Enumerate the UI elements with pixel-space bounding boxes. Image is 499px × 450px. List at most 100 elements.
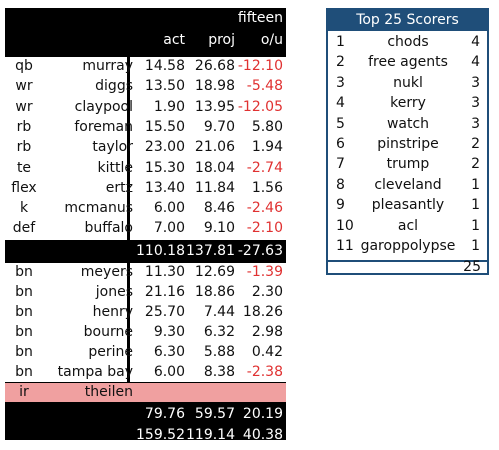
player-row: rb taylor 23.00 21.06 1.94 [5,137,286,158]
player-ou: -1.39 [246,264,283,280]
player-name: ertz [105,179,133,196]
player-act: 13.40 [144,179,185,196]
top-scorers-title: Top 25 Scorers [328,10,487,31]
player-act: 11.30 [144,264,185,280]
player-name: tampa bay [57,364,133,380]
player-row: bn tampa bay 6.00 8.38 -2.38 [5,362,286,383]
scorer-rank: 2 [336,54,345,71]
scorer-rank: 7 [336,156,345,173]
scorer-count: 2 [471,136,480,152]
player-ou: -12.05 [237,98,283,115]
player-pos: bn [15,304,33,320]
team-name-label: fifteen [237,10,283,26]
scorer-rank: 5 [336,115,345,132]
player-act: 15.50 [144,118,185,135]
player-row: flex ertz 13.40 11.84 1.56 [5,178,286,199]
player-ou: 2.98 [251,324,283,340]
player-name: mcmanus [64,200,133,217]
grand-total-ou: 40.38 [242,427,283,443]
scorer-row: 3 nukl 3 [328,73,487,94]
player-proj: 11.84 [194,179,235,196]
player-pos: bn [15,364,33,380]
scorer-rank: 4 [336,95,345,112]
player-pos: bn [15,324,33,340]
player-proj: 9.70 [203,118,235,135]
scorer-name: pleasantly [371,197,445,214]
scorer-count: 3 [471,95,480,112]
player-pos: bn [15,284,33,300]
player-row: bn henry 25.70 7.44 18.26 [5,302,286,323]
player-proj: 8.38 [203,364,235,380]
scorer-row: 6 pinstripe 2 [328,134,487,155]
player-act: 13.50 [144,78,185,95]
player-row: qb murray 14.58 26.68 -12.10 [5,56,286,77]
player-ou: 0.42 [251,344,283,360]
scorer-rank: 8 [336,176,345,193]
player-proj: 26.68 [194,58,235,74]
player-ou: -5.48 [246,78,283,95]
player-pos: rb [16,118,32,135]
ou-header: o/u [260,32,283,48]
player-ou: 2.30 [251,284,283,300]
player-pos: wr [15,78,33,95]
grand-total-row: 159.52 119.14 40.38 [5,425,286,446]
player-act: 15.30 [144,159,185,176]
player-ou: -2.38 [246,364,283,380]
player-proj: 18.98 [194,78,235,95]
player-name: jones [95,284,133,300]
scorer-row: 8 cleveland 1 [328,175,487,196]
player-ou: -2.10 [246,220,283,237]
player-act: 9.30 [153,324,185,340]
player-proj: 21.06 [194,139,235,156]
scorer-rank: 1 [336,34,345,50]
player-ou: 5.80 [251,118,283,135]
player-row: rb foreman 15.50 9.70 5.80 [5,117,286,138]
player-row: wr claypool 1.90 13.95 -12.05 [5,97,286,118]
player-pos: bn [15,264,33,280]
player-ou: -12.10 [237,58,283,74]
ir-name: theilen [84,384,133,400]
player-name: buffalo [84,220,133,237]
player-proj: 8.46 [203,200,235,217]
starters-values-bg [130,57,286,240]
scorer-count: 1 [471,176,480,193]
scorer-count: 1 [471,217,480,234]
player-ou: 1.56 [251,179,283,196]
scorer-row: 1 chods 4 [328,32,487,53]
starters-names-bg [5,57,127,240]
player-pos: te [16,159,32,176]
scorers-divider [328,260,487,262]
scorer-name: garoppolypse [360,238,456,254]
player-act: 7.00 [153,220,185,237]
ir-row-highlight [5,383,286,402]
player-pos: flex [11,179,37,196]
player-act: 6.30 [153,344,185,360]
player-pos: bn [15,344,33,360]
player-proj: 13.95 [194,98,235,115]
starters-total-proj: 137.81 [186,243,235,259]
bench-total-proj: 59.57 [194,406,235,422]
bench-total-ou: 20.19 [242,406,283,422]
player-ou: -2.74 [246,159,283,176]
bench-total-row: 79.76 59.57 20.19 [5,404,286,425]
scorer-row: 7 trump 2 [328,154,487,175]
scorer-count: 1 [471,238,480,254]
scorer-row: 4 kerry 3 [328,93,487,114]
scorers-total: 25 [463,259,481,275]
bench-values-bg [130,263,286,382]
scorer-row: 5 watch 3 [328,114,487,135]
player-act: 25.70 [144,304,185,320]
player-ou: -2.46 [246,200,283,217]
player-proj: 18.04 [194,159,235,176]
scorer-rank: 10 [336,217,354,234]
player-name: meyers [80,264,133,280]
scorer-count: 2 [471,156,480,173]
player-act: 21.16 [144,284,185,300]
player-row: bn jones 21.16 18.86 2.30 [5,282,286,303]
player-name: perine [88,344,133,360]
player-proj: 6.32 [203,324,235,340]
header-row-top: fifteen [5,8,286,29]
scorer-rank: 11 [336,238,354,254]
player-pos: rb [16,139,32,156]
player-name: murray [82,58,133,74]
